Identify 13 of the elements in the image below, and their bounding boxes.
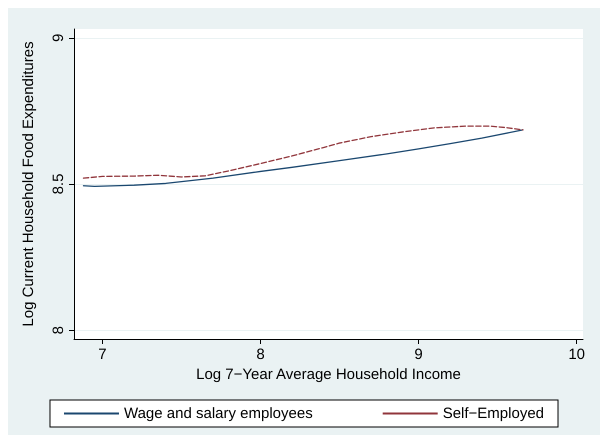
y-axis-title: Log Current Household Food Expenditures <box>20 41 37 327</box>
x-tick-label: 7 <box>98 346 107 363</box>
y-tick-label: 8.5 <box>50 174 67 194</box>
legend-label: Wage and salary employees <box>124 405 313 422</box>
line-series <box>82 125 524 179</box>
y-tick-label: 8 <box>50 326 67 334</box>
x-tick-label: 9 <box>414 346 423 363</box>
line-series <box>82 129 524 187</box>
x-axis-title: Log 7−Year Average Household Income <box>196 366 461 383</box>
legend-label: Self−Employed <box>442 405 544 422</box>
x-tick-label: 8 <box>256 346 265 363</box>
y-tick-label: 9 <box>50 34 67 42</box>
x-tick-label: 10 <box>568 346 586 363</box>
